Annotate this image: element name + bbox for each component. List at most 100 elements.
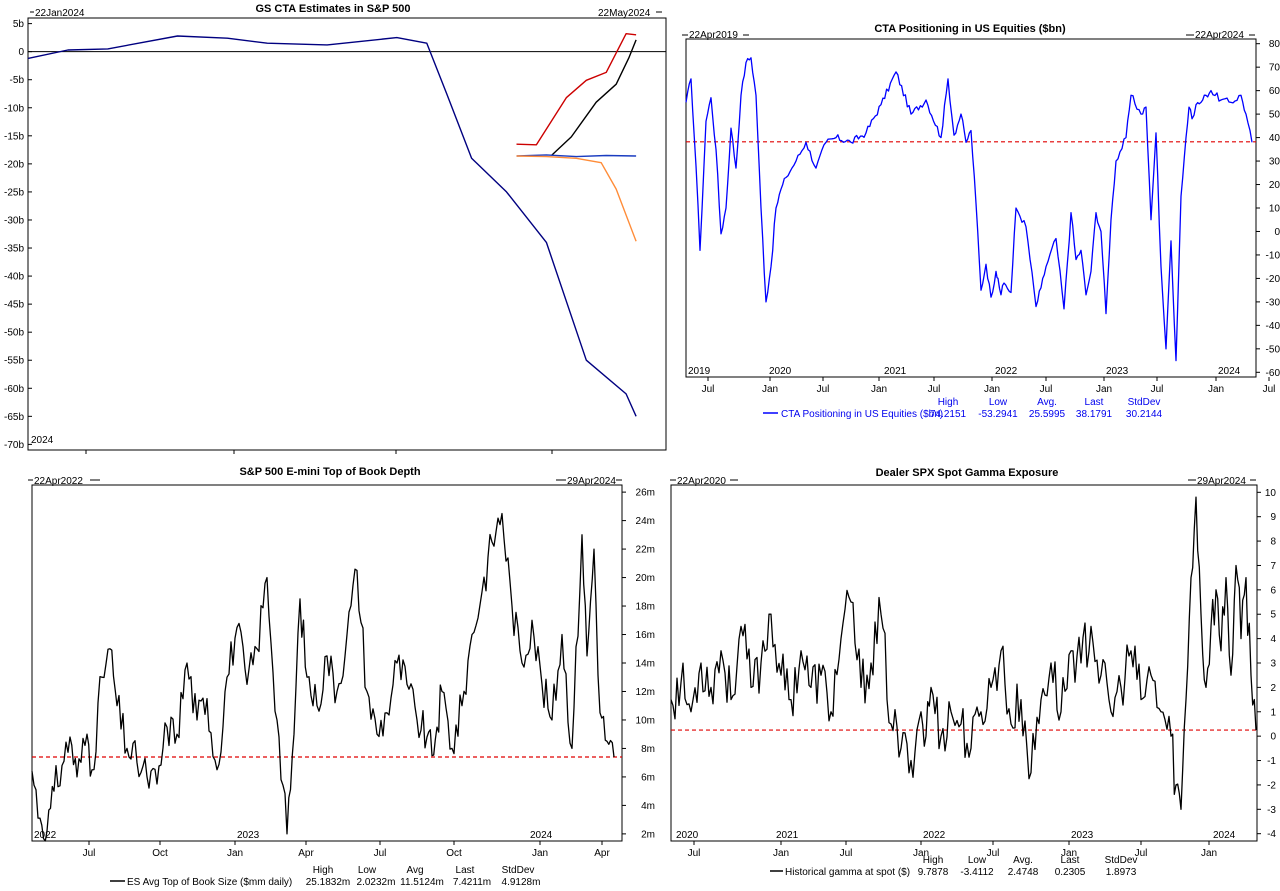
x-year-label: 2021	[776, 830, 799, 841]
x-month-label: Jan	[532, 848, 548, 859]
x-month-label: Apr	[298, 848, 314, 859]
y-tick-label: 70	[1269, 63, 1280, 74]
end-label: 29Apr2024	[1197, 476, 1246, 487]
series-line-1	[27, 35, 637, 417]
y-tick-label: -60	[1266, 368, 1280, 379]
y-tick-label: 10	[1265, 488, 1277, 499]
stats-header-high: High	[313, 865, 334, 876]
x-month-label: Jul	[1263, 384, 1276, 395]
legend-series-name: ES Avg Top of Book Size ($mm daily)	[127, 877, 292, 888]
x-year-label: 2020	[676, 830, 699, 841]
y-tick-label: -55b	[4, 356, 24, 367]
chart-dealer-spx-gamma-svg: 22Apr2020 Dealer SPX Spot Gamma Exposure…	[670, 467, 1277, 878]
end-label: 29Apr2024	[567, 476, 616, 487]
legend-series-name: Historical gamma at spot ($)	[785, 867, 910, 878]
x-month-label: Jul	[817, 384, 830, 395]
stats-last: 38.1791	[1076, 409, 1113, 420]
y-tick-label: -50	[1266, 344, 1280, 355]
y-tick-label: -60b	[4, 384, 24, 395]
x-month-label: Jan	[984, 384, 1000, 395]
y-tick-label: 6m	[641, 772, 655, 783]
stats-header-last: Last	[1085, 397, 1104, 408]
y-tick-label: 80	[1269, 39, 1280, 50]
stats-avg: 2.4748	[1008, 867, 1039, 878]
stats-header-high: High	[923, 855, 944, 866]
stats-header-low: Low	[989, 397, 1008, 408]
x-month-label: Jul	[83, 848, 96, 859]
stats-header-avg: Avg.	[1013, 855, 1033, 866]
chart-dealer-spx-gamma: 22Apr2020 Dealer SPX Spot Gamma Exposure…	[670, 456, 1280, 891]
stats-high: 74.2151	[930, 409, 967, 420]
chart-title: GS CTA Estimates in S&P 500	[255, 3, 410, 15]
x-month-label: Oct	[152, 848, 168, 859]
chart-title: S&P 500 E-mini Top of Book Depth	[239, 466, 420, 478]
y-tick-label: 18m	[636, 602, 655, 613]
x-month-label: Oct	[446, 848, 462, 859]
x-year-label: 2024	[1213, 830, 1236, 841]
y-tick-label: 6	[1270, 585, 1276, 596]
x-month-label: Apr	[594, 848, 610, 859]
y-tick-label: 1	[1270, 707, 1276, 718]
x-year-label: 2023	[237, 830, 260, 841]
chart-es-top-of-book-svg: 22Apr2022 S&P 500 E-mini Top of Book Dep…	[28, 466, 655, 888]
y-tick-label: -20b	[4, 159, 24, 170]
y-tick-label: -5b	[10, 75, 25, 86]
y-tick-label: -3	[1267, 805, 1276, 816]
y-tick-label: -65b	[4, 412, 24, 423]
x-month-label: Jul	[840, 848, 853, 859]
x-month-label: Jan	[1096, 384, 1112, 395]
x-year-label: 2024	[1218, 366, 1241, 377]
y-axis: 80 70 60 50 40 30 20 10 0 -10 -20 -30 -40 -50 -60	[1256, 39, 1280, 379]
stats-stddev: 30.2144	[1126, 409, 1163, 420]
stats-header-last: Last	[456, 865, 475, 876]
stats-header-stddev: StdDev	[502, 865, 535, 876]
series-line-4	[516, 154, 637, 158]
stats-low: 2.0232m	[357, 877, 396, 888]
y-tick-label: -2	[1267, 780, 1276, 791]
y-tick-label: 50	[1269, 110, 1280, 121]
plot-frame	[685, 38, 1257, 378]
plot-frame	[670, 484, 1258, 842]
plot-frame	[27, 17, 667, 451]
series-line-2	[516, 33, 637, 146]
x-month-label: Jan	[227, 848, 243, 859]
stats-header-high: High	[938, 397, 959, 408]
y-tick-label: -40b	[4, 272, 24, 283]
x-month-label: Jul	[374, 848, 387, 859]
series-line-5	[516, 155, 637, 242]
x-year-label: 2019	[688, 366, 711, 377]
y-tick-label: 8	[1270, 537, 1276, 548]
x-axis: 2022 2023 2024 Jul Oct Jan Apr Jul Oct Jan Apr	[34, 830, 610, 859]
x-month-label: Jul	[987, 848, 1000, 859]
y-tick-label: 2m	[641, 829, 655, 840]
plot-frame	[31, 484, 623, 842]
y-axis: 26m 24m 22m 20m 18m 16m 14m 12m 10m 8m 6m 4m 2m	[622, 488, 655, 840]
chart-title: CTA Positioning in US Equities ($bn)	[874, 23, 1066, 35]
y-tick-label: -4	[1267, 829, 1276, 840]
chart-es-top-of-book: 22Apr2022 S&P 500 E-mini Top of Book Dep…	[0, 456, 668, 891]
y-tick-label: -40	[1266, 321, 1280, 332]
y-tick-label: -45b	[4, 300, 24, 311]
x-year-label: 2024	[530, 830, 553, 841]
x-month-label: Jan	[871, 384, 887, 395]
x-month-label: Jan	[913, 848, 929, 859]
start-label: 22Apr2019	[689, 30, 738, 41]
stats-avg: 11.5124m	[400, 877, 444, 888]
x-year-label: 2021	[884, 366, 907, 377]
x-year-label: 2022	[923, 830, 946, 841]
start-label: 22Apr2020	[677, 476, 726, 487]
plot-area	[27, 33, 666, 417]
x-month-label: Jul	[702, 384, 715, 395]
series-line-1	[685, 57, 1253, 362]
stats-avg: 25.5995	[1029, 409, 1066, 420]
y-tick-label: 16m	[636, 630, 655, 641]
end-label: 22May2024	[598, 8, 651, 19]
y-tick-label: 0	[18, 47, 24, 58]
y-tick-label: -30	[1266, 297, 1280, 308]
stats-header-avg: Avg.	[1037, 397, 1057, 408]
series-line-1	[670, 496, 1257, 810]
stats-stddev: 1.8973	[1106, 867, 1137, 878]
x-month-label: Jan	[773, 848, 789, 859]
x-month-label: Jul	[1040, 384, 1053, 395]
legend: High Low Avg. Last StdDev CTA Positionin…	[763, 397, 1163, 420]
